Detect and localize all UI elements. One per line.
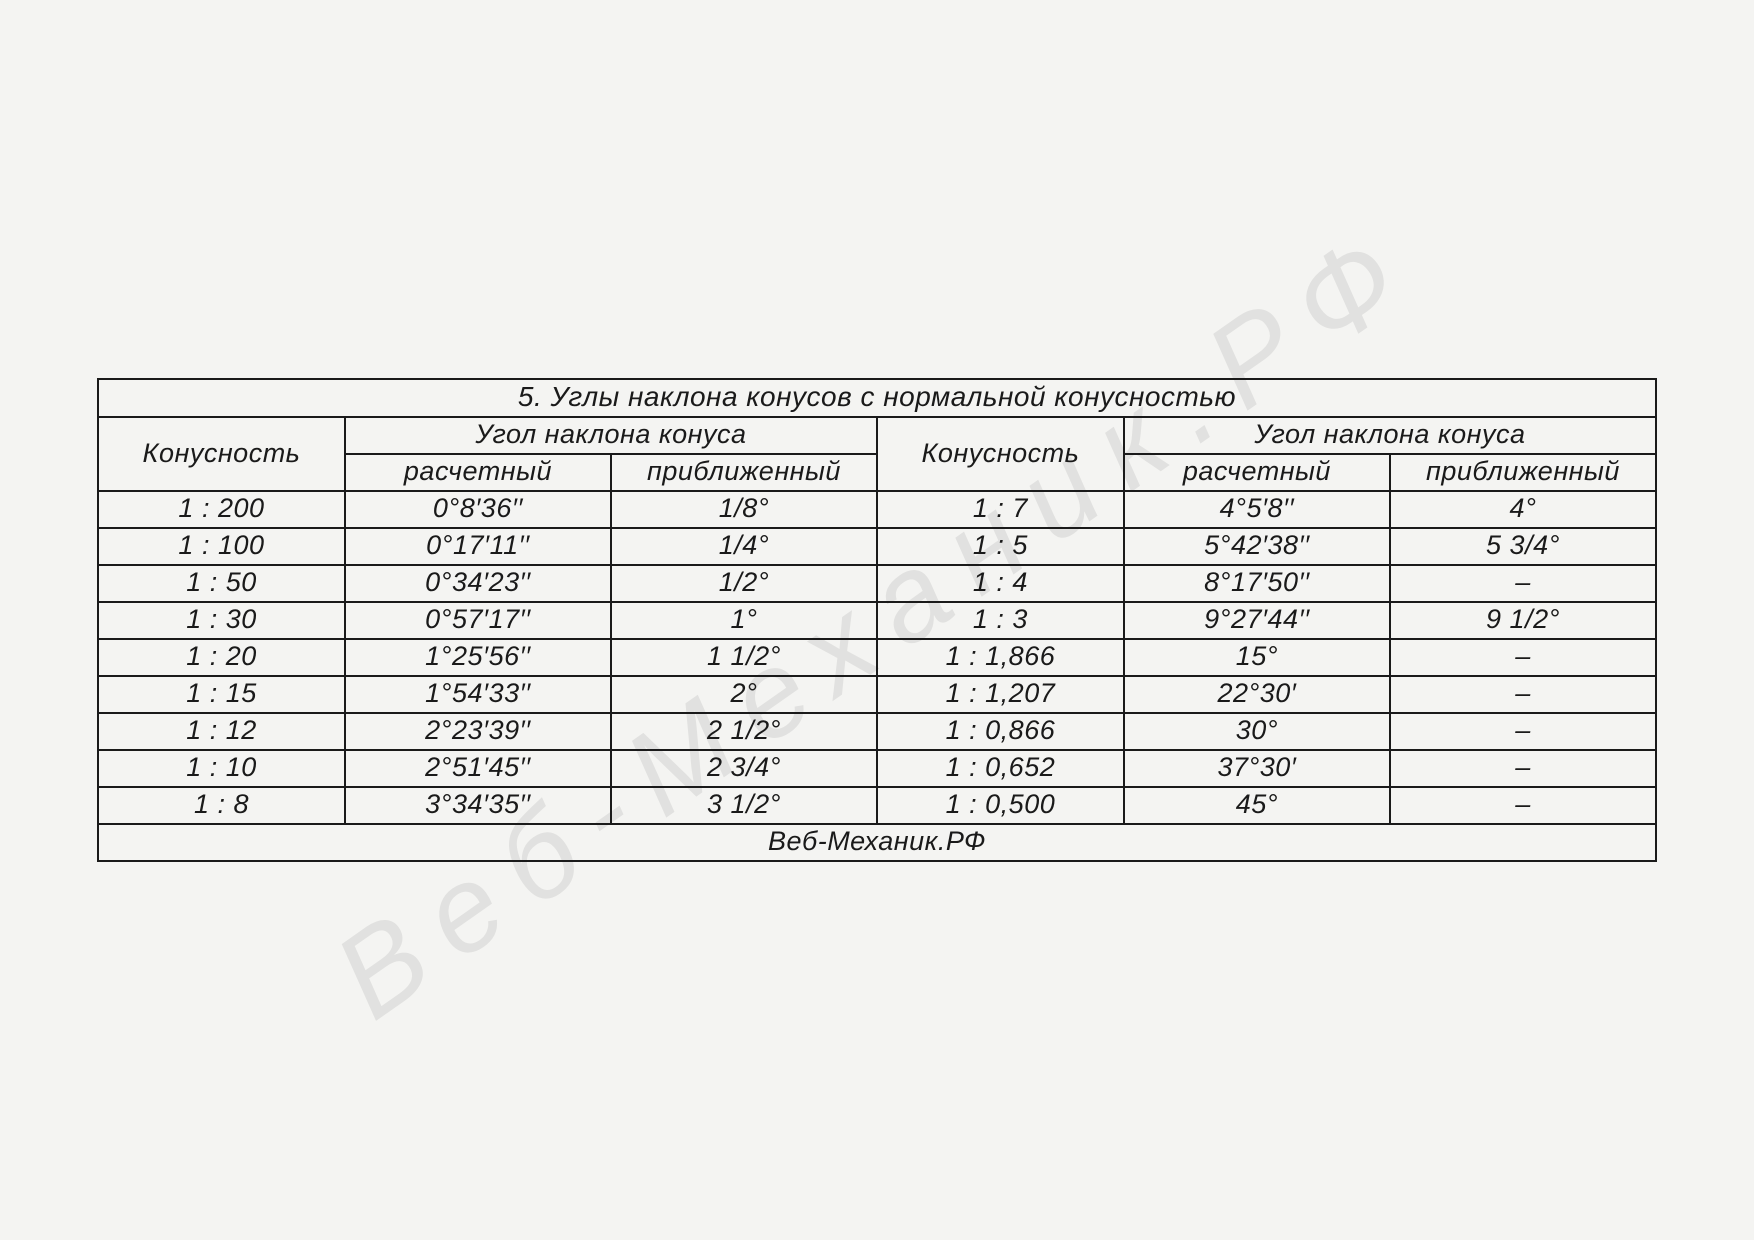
table-cell: 1 : 5 xyxy=(877,528,1124,565)
table-cell: 1 : 1,207 xyxy=(877,676,1124,713)
page: Веб-Механик.РФ 5. Углы наклона конусов с… xyxy=(0,0,1754,1240)
table-row: 1 : 122°23′39′′2 1/2°1 : 0,86630°– xyxy=(98,713,1656,750)
col-header-konus-right: Конусность xyxy=(877,417,1124,491)
table-row: 1 : 201°25′56′′1 1/2°1 : 1,86615°– xyxy=(98,639,1656,676)
table-title-row: 5. Углы наклона конусов с нормальной кон… xyxy=(98,379,1656,417)
table-row: 1 : 151°54′33′′2°1 : 1,20722°30′– xyxy=(98,676,1656,713)
table-cell: – xyxy=(1390,713,1656,750)
table-cell: 1 : 100 xyxy=(98,528,345,565)
table-cell: – xyxy=(1390,565,1656,602)
table-cell: 1 : 50 xyxy=(98,565,345,602)
table-row: 1 : 500°34′23′′1/2°1 : 48°17′50′′– xyxy=(98,565,1656,602)
table-footer-row: Веб-Механик.РФ xyxy=(98,824,1656,861)
table-cell: 8°17′50′′ xyxy=(1124,565,1390,602)
table-cell: – xyxy=(1390,787,1656,824)
table-cell: 22°30′ xyxy=(1124,676,1390,713)
table-cell: 9°27′44′′ xyxy=(1124,602,1390,639)
table-cell: 2 1/2° xyxy=(611,713,877,750)
table-cell: 5 3/4° xyxy=(1390,528,1656,565)
table-cell: 0°17′11′′ xyxy=(345,528,611,565)
table-cell: 2°23′39′′ xyxy=(345,713,611,750)
table-cell: 0°8′36′′ xyxy=(345,491,611,528)
table-row: 1 : 102°51′45′′2 3/4°1 : 0,65237°30′– xyxy=(98,750,1656,787)
table-cell: 1 : 12 xyxy=(98,713,345,750)
table-cell: 30° xyxy=(1124,713,1390,750)
col-header-angle-right: Угол наклона конуса xyxy=(1124,417,1656,454)
table-header-row-1: Конусность Угол наклона конуса Конусност… xyxy=(98,417,1656,454)
table-cell: – xyxy=(1390,676,1656,713)
cone-angle-table: 5. Углы наклона конусов с нормальной кон… xyxy=(97,378,1657,862)
table-row: 1 : 300°57′17′′1°1 : 39°27′44′′9 1/2° xyxy=(98,602,1656,639)
table-cell: 9 1/2° xyxy=(1390,602,1656,639)
table-cell: 1°25′56′′ xyxy=(345,639,611,676)
table-cell: 2°51′45′′ xyxy=(345,750,611,787)
col-subheader-approx-left: приближенный xyxy=(611,454,877,491)
table-title: 5. Углы наклона конусов с нормальной кон… xyxy=(98,379,1656,417)
col-subheader-approx-right: приближенный xyxy=(1390,454,1656,491)
table-cell: 45° xyxy=(1124,787,1390,824)
table-cell: 1 : 15 xyxy=(98,676,345,713)
table-cell: – xyxy=(1390,750,1656,787)
table-cell: 0°57′17′′ xyxy=(345,602,611,639)
table-row: 1 : 83°34′35′′3 1/2°1 : 0,50045°– xyxy=(98,787,1656,824)
table-cell: 1 : 0,652 xyxy=(877,750,1124,787)
table-cell: – xyxy=(1390,639,1656,676)
table-cell: 5°42′38′′ xyxy=(1124,528,1390,565)
table-cell: 1° xyxy=(611,602,877,639)
table-cell: 1/2° xyxy=(611,565,877,602)
col-header-konus-left: Конусность xyxy=(98,417,345,491)
table-cell: 1 : 0,866 xyxy=(877,713,1124,750)
table-cell: 3 1/2° xyxy=(611,787,877,824)
table-cell: 1/4° xyxy=(611,528,877,565)
table-cell: 2 3/4° xyxy=(611,750,877,787)
table-cell: 0°34′23′′ xyxy=(345,565,611,602)
table-cell: 4° xyxy=(1390,491,1656,528)
table-cell: 1 : 7 xyxy=(877,491,1124,528)
table-cell: 37°30′ xyxy=(1124,750,1390,787)
table-footer: Веб-Механик.РФ xyxy=(98,824,1656,861)
table-cell: 3°34′35′′ xyxy=(345,787,611,824)
col-header-angle-left: Угол наклона конуса xyxy=(345,417,877,454)
table-cell: 1/8° xyxy=(611,491,877,528)
table-cell: 1 : 1,866 xyxy=(877,639,1124,676)
table-cell: 1 : 8 xyxy=(98,787,345,824)
table-cell: 1 : 3 xyxy=(877,602,1124,639)
table-row: 1 : 1000°17′11′′1/4°1 : 55°42′38′′5 3/4° xyxy=(98,528,1656,565)
table-cell: 1 : 10 xyxy=(98,750,345,787)
col-subheader-calc-left: расчетный xyxy=(345,454,611,491)
table-cell: 1 : 4 xyxy=(877,565,1124,602)
table-cell: 1 : 0,500 xyxy=(877,787,1124,824)
table-cell: 1 : 20 xyxy=(98,639,345,676)
table-cell: 2° xyxy=(611,676,877,713)
table-cell: 1 : 30 xyxy=(98,602,345,639)
table-cell: 1 1/2° xyxy=(611,639,877,676)
table-cell: 4°5′8′′ xyxy=(1124,491,1390,528)
table-cell: 1 : 200 xyxy=(98,491,345,528)
col-subheader-calc-right: расчетный xyxy=(1124,454,1390,491)
table-row: 1 : 2000°8′36′′1/8°1 : 74°5′8′′4° xyxy=(98,491,1656,528)
table-cell: 1°54′33′′ xyxy=(345,676,611,713)
table-cell: 15° xyxy=(1124,639,1390,676)
